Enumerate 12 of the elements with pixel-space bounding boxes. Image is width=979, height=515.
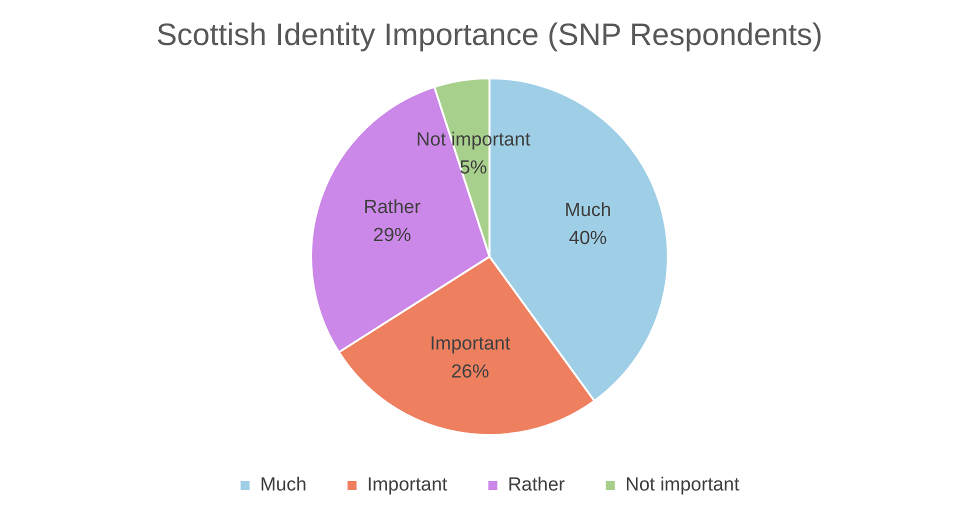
- legend-label: Important: [367, 474, 448, 496]
- legend-label: Not important: [625, 474, 740, 496]
- data-label: 5%: [460, 158, 488, 179]
- slice-label: Important: [430, 333, 511, 354]
- slice-label: Much: [564, 200, 612, 221]
- data-label: 40%: [568, 228, 608, 249]
- legend-label: Rather: [508, 474, 566, 496]
- chart-title: Scottish Identity Importance (SNP Respondents): [156, 17, 823, 52]
- legend-label: Much: [260, 474, 307, 496]
- data-label: 29%: [373, 224, 412, 246]
- slice-label: Rather: [364, 196, 422, 218]
- data-label: 26%: [451, 361, 490, 382]
